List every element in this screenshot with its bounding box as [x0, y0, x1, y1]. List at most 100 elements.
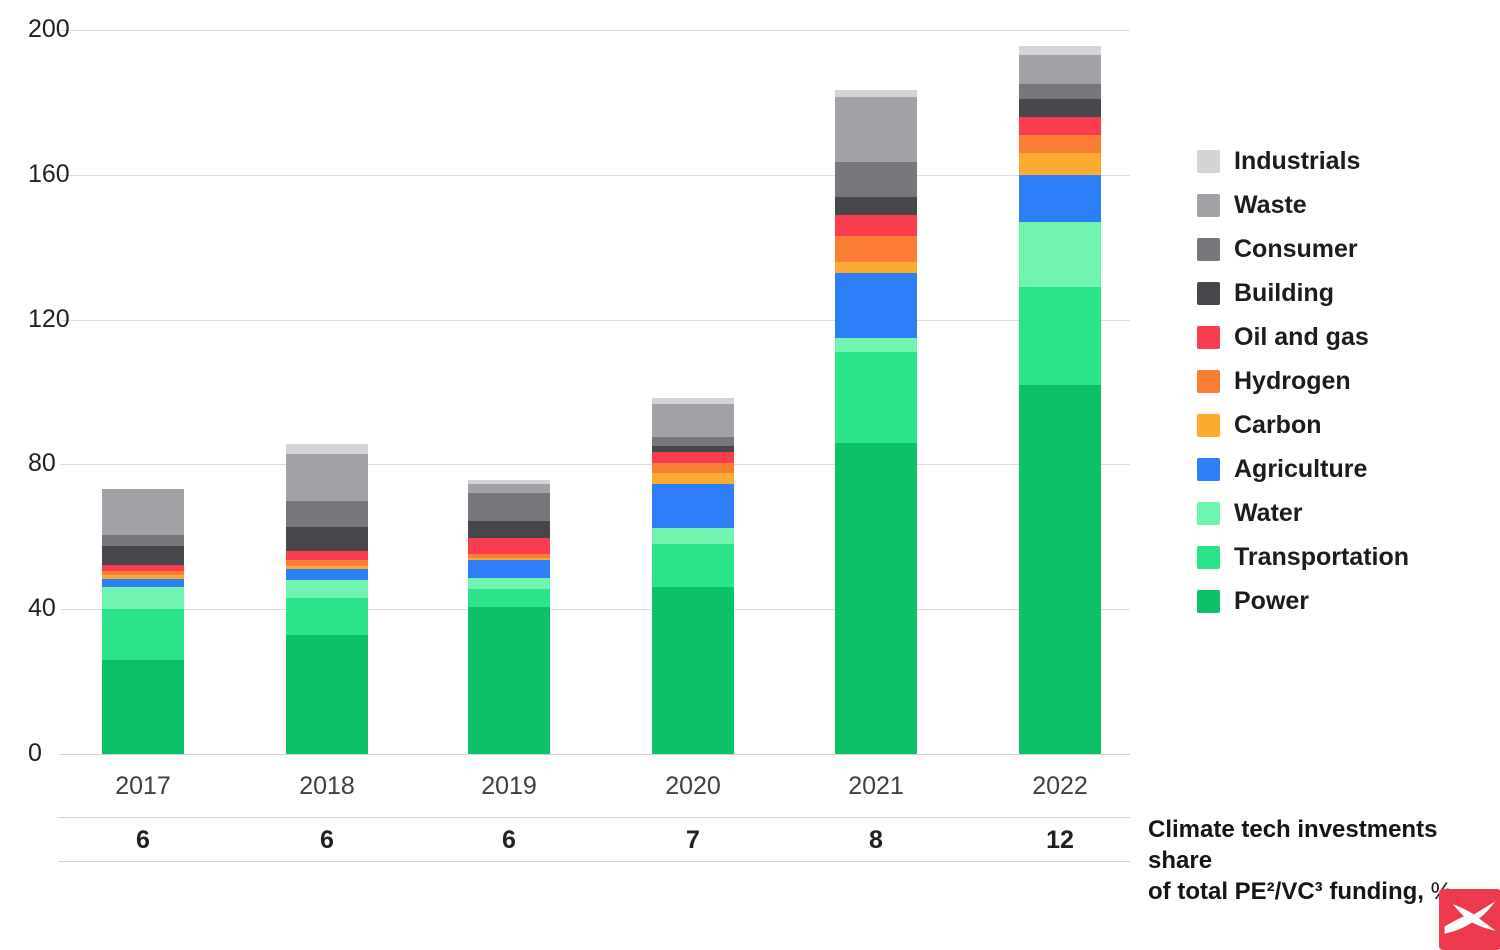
bar-segment-2019-hydrogen [468, 554, 550, 558]
legend-swatch-icon [1197, 589, 1220, 613]
share-table-bottom-line [58, 861, 1130, 862]
gridline-40 [60, 609, 1130, 611]
legend-label: Building [1234, 278, 1334, 307]
x-tick-label-2018: 2018 [299, 772, 355, 800]
legend-swatch-icon [1197, 237, 1220, 261]
bar-segment-2019-transportation [468, 589, 550, 608]
legend-item-oil-and-gas: Oil and gas [1197, 323, 1409, 351]
y-tick-label: 120 [28, 304, 70, 333]
bar-segment-2017-hydrogen [102, 570, 184, 576]
bar-segment-2022-water [1019, 221, 1101, 288]
bar-segment-2020-waste [652, 404, 734, 437]
legend-item-hydrogen: Hydrogen [1197, 366, 1409, 395]
caption-line1: Climate tech investments share [1148, 816, 1438, 874]
bar-segment-2018-agriculture [286, 569, 368, 581]
legend-label: Power [1234, 586, 1310, 615]
bar-segment-2018-industrials [286, 444, 368, 454]
bar-segment-2017-agriculture [102, 578, 184, 587]
x-swoosh-icon [1444, 901, 1496, 934]
bar-segment-2022-waste [1019, 55, 1101, 85]
bar-segment-2020-agriculture [652, 484, 734, 528]
y-tick-label: 0 [28, 739, 42, 767]
gridline-120 [60, 319, 1130, 321]
share-value-2017: 6 [136, 826, 150, 854]
bar-segment-2021-oil-and-gas [835, 214, 917, 237]
gridline-80 [60, 464, 1130, 466]
bar-segment-2021-industrials [835, 89, 917, 97]
bar-segment-2022-building [1019, 98, 1101, 117]
legend-item-transportation: Transportation [1197, 543, 1409, 571]
bar-segment-2021-transportation [835, 352, 917, 443]
x-tick-label-2020: 2020 [665, 772, 721, 800]
legend-item-building: Building [1197, 278, 1409, 307]
legend-label: Agriculture [1234, 454, 1368, 483]
share-table-top-line [58, 817, 1130, 818]
legend-item-power: Power [1197, 586, 1409, 615]
gridline-0 [60, 754, 1130, 755]
bar-segment-2018-building [286, 526, 368, 551]
bar-segment-2019-oil-and-gas [468, 537, 550, 555]
legend-swatch-icon [1197, 325, 1220, 349]
y-tick-label: 40 [28, 594, 56, 623]
legend-item-water: Water [1197, 498, 1409, 527]
bar-segment-2017-transportation [102, 609, 184, 660]
bar-segment-2017-water [102, 586, 184, 610]
share-value-2019: 6 [502, 826, 516, 854]
bar-segment-2019-water [468, 578, 550, 590]
legend-item-consumer: Consumer [1197, 234, 1409, 263]
legend-swatch-icon [1197, 501, 1220, 525]
bar-segment-2021-water [835, 337, 917, 353]
bar-segment-2018-transportation [286, 598, 368, 635]
bar-segment-2020-carbon [652, 473, 734, 485]
bar-segment-2019-agriculture [468, 560, 550, 579]
bar-segment-2020-industrials [652, 398, 734, 405]
bar-segment-2017-carbon [102, 575, 184, 579]
legend-label: Hydrogen [1234, 366, 1351, 395]
legend-swatch-icon [1197, 369, 1220, 393]
bar-segment-2020-building [652, 445, 734, 452]
legend-item-industrials: Industrials [1197, 146, 1409, 175]
bar-segment-2018-power [286, 634, 368, 754]
bar-segment-2020-hydrogen [652, 462, 734, 474]
legend-swatch-icon [1197, 281, 1220, 305]
y-tick-label: 80 [28, 449, 56, 478]
bar-segment-2022-carbon [1019, 153, 1101, 175]
bar-segment-2018-waste [286, 453, 368, 501]
bar-segment-2020-oil-and-gas [652, 451, 734, 463]
bar-segment-2019-carbon [468, 557, 550, 561]
share-value-2018: 6 [320, 826, 334, 854]
bar-segment-2019-waste [468, 484, 550, 493]
bar-segment-2021-consumer [835, 162, 917, 197]
legend-swatch-icon [1197, 545, 1220, 569]
bar-segment-2018-consumer [286, 500, 368, 527]
legend-item-agriculture: Agriculture [1197, 454, 1409, 483]
bar-segment-2022-oil-and-gas [1019, 116, 1101, 135]
bar-segment-2017-waste [102, 488, 184, 535]
legend-label: Carbon [1234, 410, 1322, 439]
bar-segment-2017-building [102, 545, 184, 566]
legend-label: Water [1234, 498, 1303, 527]
bar-segment-2017-consumer [102, 534, 184, 546]
legend-item-waste: Waste [1197, 191, 1409, 219]
caption-line2: of total PE²/VC³ funding, [1148, 878, 1424, 905]
legend: Industrials Waste Consumer Building Oil and … [1197, 146, 1409, 615]
bar-segment-2022-transportation [1019, 287, 1101, 385]
gridline-200 [60, 30, 1130, 31]
bar-segment-2020-water [652, 527, 734, 545]
bar-segment-2021-building [835, 196, 917, 215]
bar-segment-2018-water [286, 580, 368, 599]
bar-segment-2020-transportation [652, 544, 734, 588]
bar-segment-2020-consumer [652, 436, 734, 446]
legend-label: Consumer [1234, 234, 1358, 263]
bar-segment-2021-agriculture [835, 272, 917, 338]
share-value-2021: 8 [869, 826, 883, 854]
legend-label: Industrials [1234, 146, 1361, 175]
bar-segment-2019-industrials [468, 479, 550, 485]
share-value-2020: 7 [686, 826, 700, 854]
bar-segment-2021-carbon [835, 261, 917, 273]
brand-logo [1439, 889, 1500, 950]
bar-segment-2022-hydrogen [1019, 134, 1101, 154]
share-value-2022: 12 [1046, 826, 1074, 854]
bar-segment-2021-hydrogen [835, 236, 917, 262]
